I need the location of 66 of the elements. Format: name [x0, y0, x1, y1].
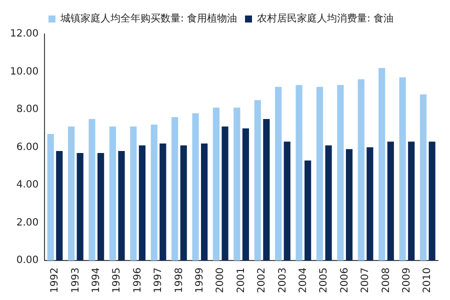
legend-label: 城镇家庭人均全年购买数量: 食用植物油: [59, 12, 238, 25]
x-tick-label: 1996: [132, 268, 144, 294]
bar: [428, 142, 436, 261]
bar: [366, 147, 374, 261]
y-tick-label: 2.00: [16, 217, 39, 228]
bar: [172, 117, 178, 261]
x-tick-label: 1999: [194, 268, 206, 294]
bar: [296, 84, 302, 261]
bar: [109, 126, 116, 261]
bar: [192, 113, 199, 261]
bar: [234, 108, 240, 261]
bar: [337, 84, 344, 261]
bar: [47, 134, 54, 261]
x-tick-label: 1997: [153, 268, 164, 294]
bar: [212, 108, 220, 261]
bar: [325, 145, 332, 261]
x-tick-label: 2010: [422, 268, 434, 294]
x-tick-label: 1993: [70, 268, 82, 294]
x-tick-label: 2003: [277, 268, 288, 294]
bar: [304, 160, 312, 261]
bar: [56, 151, 63, 261]
bar: [138, 145, 146, 261]
bar: [180, 145, 187, 261]
bar: [284, 142, 290, 261]
bar: [150, 124, 158, 261]
bar: [88, 118, 96, 261]
y-tick-label: 10.00: [10, 66, 39, 78]
bar: [130, 126, 137, 261]
x-tick-label: 2008: [380, 268, 392, 294]
bar: [118, 151, 125, 261]
bar: [275, 86, 282, 261]
bar: [201, 144, 208, 261]
bar: [254, 100, 261, 261]
bar: [358, 79, 364, 261]
y-tick-label: 6.00: [16, 142, 39, 153]
bar: [346, 149, 353, 261]
bar: [222, 126, 228, 261]
bar: [408, 142, 415, 261]
x-tick-label: 2009: [402, 268, 413, 294]
bar: [160, 144, 166, 261]
bar: [387, 142, 394, 261]
bar: [263, 118, 270, 261]
bar: [68, 126, 75, 261]
bar: [242, 128, 250, 261]
bar: [97, 152, 104, 261]
x-tick-label: 2006: [339, 268, 350, 294]
x-tick-label: 2007: [360, 268, 372, 294]
x-tick-label: 1998: [174, 268, 185, 294]
y-tick-label: 8.00: [16, 104, 39, 116]
bar: [420, 94, 427, 261]
x-tick-label: 2005: [318, 268, 330, 294]
x-tick-label: 2002: [256, 268, 268, 294]
x-tick-label: 2001: [236, 268, 247, 294]
y-tick-label: 0.00: [16, 255, 39, 266]
legend-label: 农村居民家庭人均消费量: 食油: [257, 12, 394, 25]
y-tick-label: 12.00: [10, 28, 39, 40]
x-tick-label: 2000: [215, 268, 226, 294]
bar: [76, 152, 84, 261]
x-tick-label: 1992: [50, 268, 61, 294]
x-tick-label: 2004: [298, 268, 310, 294]
y-tick-label: 4.00: [16, 180, 39, 191]
bar: [399, 77, 406, 261]
x-tick-label: 1994: [90, 268, 102, 294]
bar: [316, 86, 324, 261]
x-tick-label: 1995: [112, 268, 123, 294]
bar: [378, 68, 386, 261]
